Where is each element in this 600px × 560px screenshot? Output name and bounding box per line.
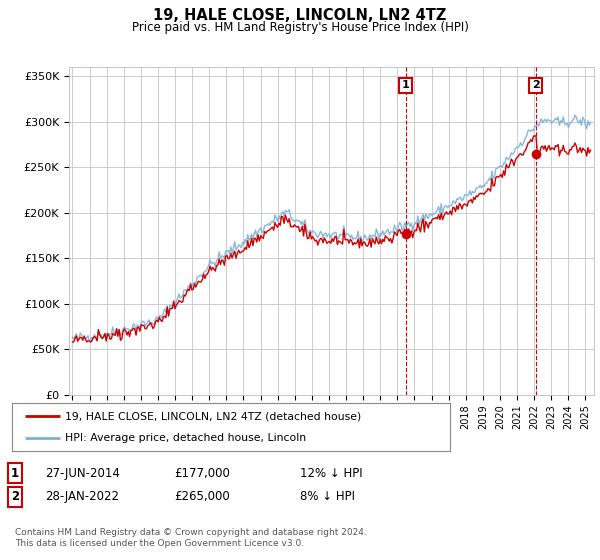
Text: £265,000: £265,000: [174, 490, 230, 503]
Text: This data is licensed under the Open Government Licence v3.0.: This data is licensed under the Open Gov…: [15, 539, 304, 548]
Text: 1: 1: [11, 466, 19, 480]
Text: Price paid vs. HM Land Registry's House Price Index (HPI): Price paid vs. HM Land Registry's House …: [131, 21, 469, 34]
Text: 19, HALE CLOSE, LINCOLN, LN2 4TZ: 19, HALE CLOSE, LINCOLN, LN2 4TZ: [154, 8, 446, 24]
Text: 2: 2: [11, 490, 19, 503]
Text: 2: 2: [532, 81, 539, 90]
Text: 28-JAN-2022: 28-JAN-2022: [45, 490, 119, 503]
Text: Contains HM Land Registry data © Crown copyright and database right 2024.: Contains HM Land Registry data © Crown c…: [15, 528, 367, 536]
Text: 12% ↓ HPI: 12% ↓ HPI: [300, 466, 362, 480]
Text: £177,000: £177,000: [174, 466, 230, 480]
Text: 8% ↓ HPI: 8% ↓ HPI: [300, 490, 355, 503]
Text: 27-JUN-2014: 27-JUN-2014: [45, 466, 120, 480]
Text: HPI: Average price, detached house, Lincoln: HPI: Average price, detached house, Linc…: [65, 433, 305, 443]
Text: 19, HALE CLOSE, LINCOLN, LN2 4TZ (detached house): 19, HALE CLOSE, LINCOLN, LN2 4TZ (detach…: [65, 411, 361, 421]
Text: 1: 1: [402, 81, 410, 90]
